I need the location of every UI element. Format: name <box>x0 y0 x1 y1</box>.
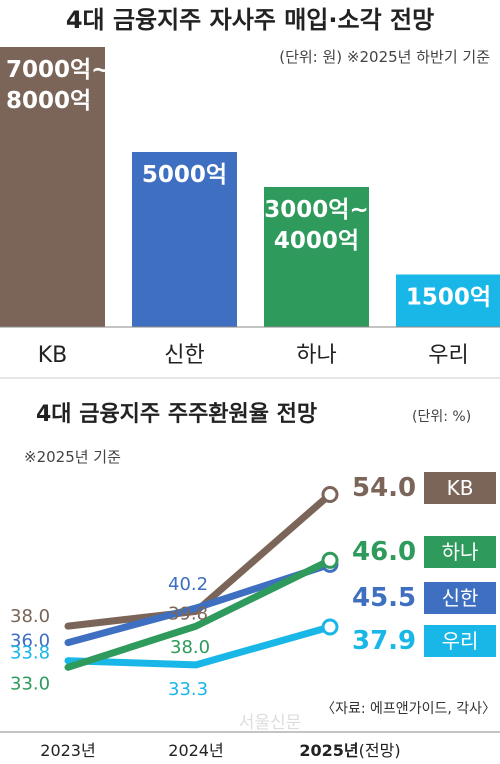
legend-label: 신한 <box>442 586 479 610</box>
bar-chart-title: 4대 금융지주 자사주 매입·소각 전망 <box>66 6 434 34</box>
bar-category-label: 신한 <box>164 343 204 368</box>
series-end-value: 37.9 <box>352 626 416 656</box>
series-end-marker <box>321 618 339 636</box>
bar-category-label: 하나 <box>296 343 336 368</box>
series-line-item-2 <box>64 556 334 671</box>
bar-category-label: 우리 <box>428 343 468 368</box>
line-chart-title: 4대 금융지주 주주환원율 전망 <box>36 402 317 427</box>
x-tick-label: 2023년 <box>40 741 95 760</box>
point-label: 33.8 <box>10 643 50 664</box>
line-chart: 2023년 2024년 2025년(전망) 38.0 36.033.8 33.0 40.2 3… <box>10 472 496 760</box>
line-chart-base-note: ※2025년 기준 <box>24 448 121 466</box>
bar-chart-subtitle: (단위: 원) ※2025년 하반기 기준 <box>279 48 490 66</box>
legend-swatch <box>424 536 496 568</box>
x-tick-suffix: (전망) <box>359 741 401 760</box>
point-label: 38.0 <box>170 637 210 658</box>
point-label: 40.2 <box>168 574 208 595</box>
legend-swatch <box>424 582 496 614</box>
watermark: 서울신문 <box>239 713 302 733</box>
point-label: 36.0 <box>10 631 50 652</box>
bar-value-label: 7000억~ <box>6 57 110 83</box>
bar-value-label: 1500억 <box>406 285 491 311</box>
series-line-item-3 <box>64 623 334 669</box>
line-chart-unit-note: (단위: %) <box>412 409 471 425</box>
bar-value-label: 5000억 <box>142 162 227 188</box>
series-end-value: 45.5 <box>352 583 416 613</box>
point-label: 33.3 <box>168 679 208 700</box>
bar-item-3 <box>396 274 500 327</box>
x-tick-label: 2025년(전망) <box>299 741 400 760</box>
series-end-value: 54.0 <box>352 473 416 503</box>
series-end-value: 46.0 <box>352 537 416 567</box>
bar-item-0 <box>0 47 105 327</box>
bar-item-1 <box>132 152 237 327</box>
legend-swatch <box>424 472 496 504</box>
point-label: 39.8 <box>168 603 208 624</box>
bar-value-label: 4000억 <box>274 228 359 254</box>
x-tick-label: 2024년 <box>168 741 223 760</box>
bar-category-label: KB <box>38 343 68 368</box>
bar-item-2 <box>264 187 369 327</box>
series-end-marker <box>321 485 339 503</box>
source-note: 〈자료: 에프앤가이드, 각사〉 <box>321 701 496 717</box>
legend-label: KB <box>447 476 474 500</box>
series-end-marker <box>321 551 339 569</box>
legend-swatch <box>424 625 496 657</box>
point-label: 33.0 <box>10 673 50 694</box>
bar-value-label: 3000억~ <box>264 197 368 223</box>
legend-label: 우리 <box>442 629 479 653</box>
legend-label: 하나 <box>442 540 479 564</box>
bar-value-label: 8000억 <box>6 88 91 114</box>
point-label: 38.0 <box>10 606 50 627</box>
